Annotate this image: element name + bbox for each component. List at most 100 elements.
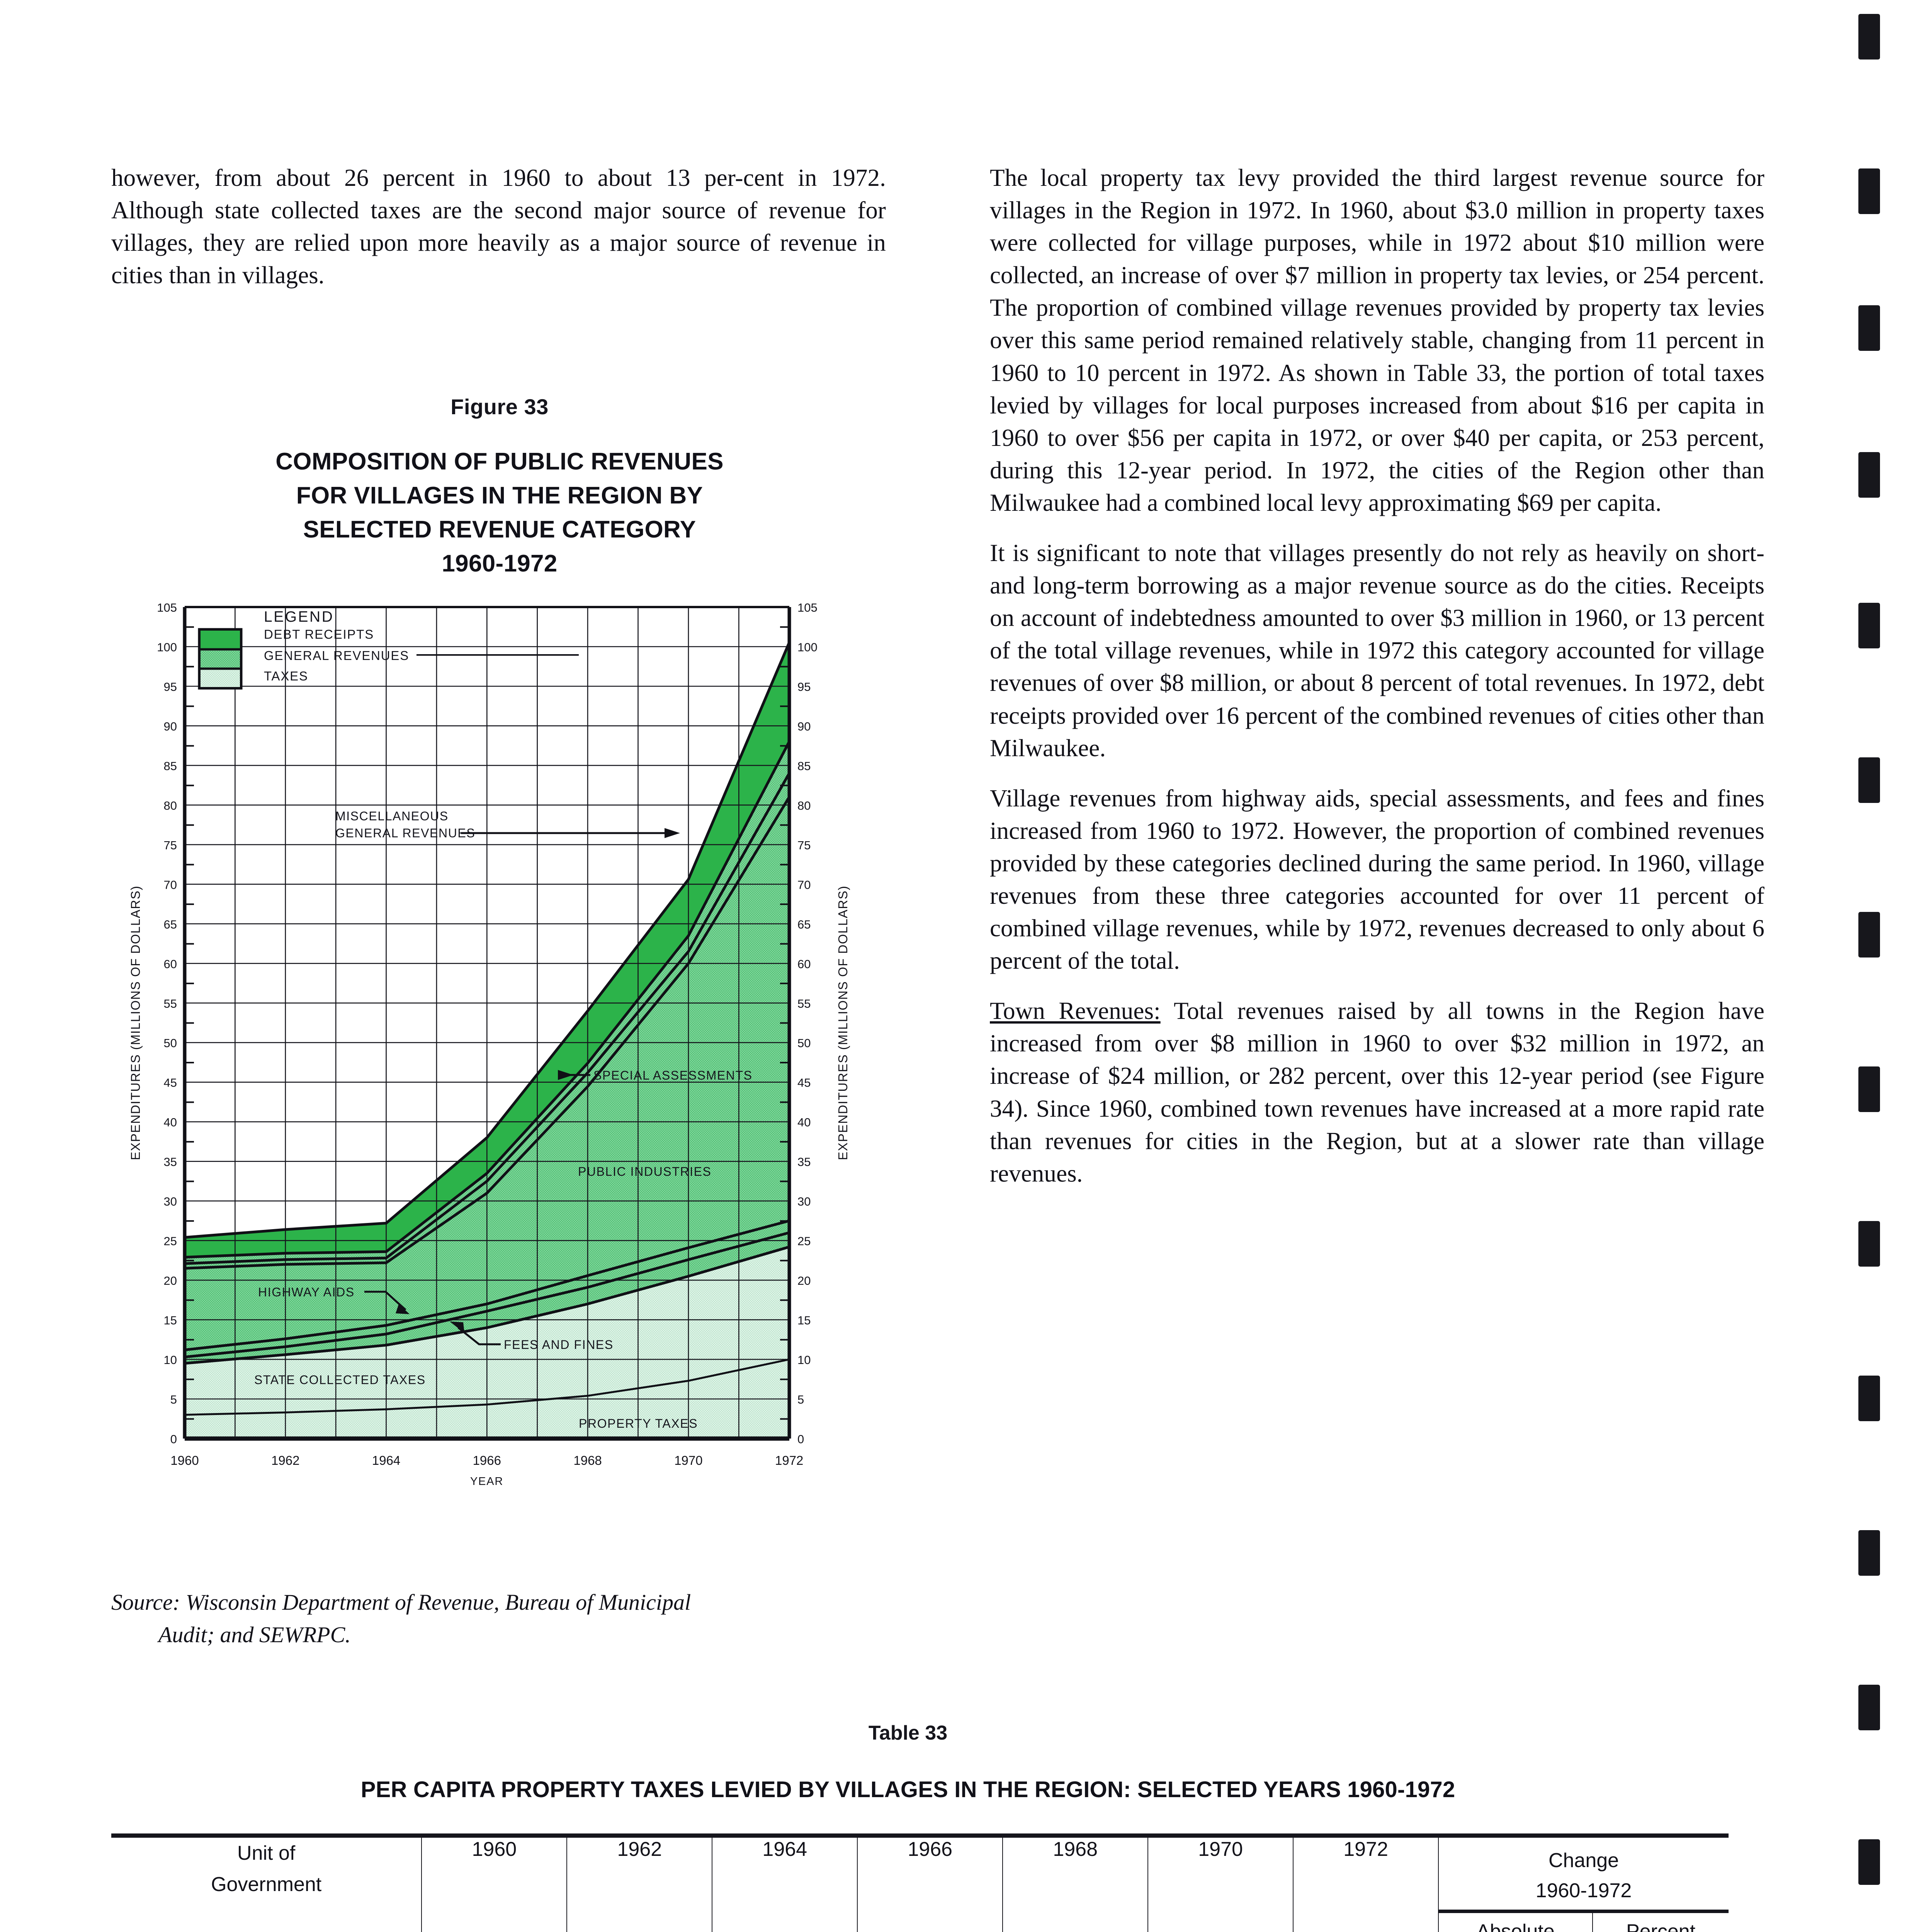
table-number: Table 33 [868,1722,948,1744]
svg-text:80: 80 [797,799,811,813]
svg-text:100: 100 [797,641,818,654]
binding-mark [1858,14,1880,60]
svg-text:75: 75 [797,838,811,852]
header-unit-of-government: Unit of Government [111,1833,422,1932]
line-fees-and-fines [185,1231,789,1359]
figure-source-note: Source: Wisconsin Department of Revenue,… [111,1586,907,1651]
annotation-public-industries: PUBLIC INDUSTRIES [578,1165,711,1179]
binding-mark [1858,912,1880,957]
binding-mark [1858,603,1880,648]
binding-mark [1858,1839,1880,1885]
section-runin-heading: Town Revenues: [990,997,1161,1025]
header-year-1972: 1972 [1293,1833,1439,1932]
binding-mark [1858,305,1880,351]
figure-title-line-2: FOR VILLAGES IN THE REGION BY [296,482,703,509]
line-total-revenues [185,642,789,1239]
svg-text:1970: 1970 [674,1453,702,1468]
svg-text:5: 5 [170,1393,177,1406]
x-axis-title: YEAR [470,1475,503,1488]
binding-mark [1858,1376,1880,1421]
annotation-fees-and-fines: FEES AND FINES [504,1338,614,1352]
svg-text:100: 100 [157,641,177,654]
figure-title-line-4: 1960-1972 [442,550,558,577]
legend-label-taxes: TAXES [264,669,308,683]
svg-text:1960: 1960 [170,1453,199,1468]
binding-mark [1858,1221,1880,1267]
legend-swatch-debt-receipts [201,631,240,650]
x-axis-labels: 1960 1962 1964 1966 1968 1970 1972 [170,1453,803,1468]
header-year-1968: 1968 [1002,1833,1149,1932]
annotation-leader-highway-aids [364,1291,406,1311]
svg-text:0: 0 [170,1432,177,1446]
series-boundary-lines [185,642,789,1416]
figure-title-line-1: COMPOSITION OF PUBLIC REVENUES [275,448,724,475]
svg-text:15: 15 [797,1314,811,1327]
svg-text:15: 15 [164,1314,177,1327]
svg-text:95: 95 [164,680,177,694]
svg-text:30: 30 [797,1195,811,1208]
line-special-assessments [185,796,789,1270]
section-runin-body: Total revenues raised by all towns in th… [990,997,1764,1187]
svg-text:1962: 1962 [271,1453,299,1468]
svg-text:35: 35 [164,1155,177,1169]
svg-text:1964: 1964 [372,1453,400,1468]
svg-text:20: 20 [797,1274,811,1287]
document-page: however, from about 26 percent in 1960 t… [111,162,1764,1932]
figure-number: Figure 33 [450,395,549,419]
svg-text:60: 60 [164,957,177,971]
header-unit-line-2: Government [211,1873,322,1896]
line-state-collected-taxes [185,1245,789,1365]
left-text-column: however, from about 26 percent in 1960 t… [111,162,886,309]
annotation-highway-aids: HIGHWAY AIDS [258,1285,355,1299]
header-year-1964: 1964 [712,1833,858,1932]
svg-text:20: 20 [164,1274,177,1287]
svg-text:105: 105 [797,601,818,614]
svg-text:5: 5 [797,1393,804,1406]
svg-text:40: 40 [164,1116,177,1129]
header-change-percent: Percent [1592,1910,1729,1932]
annotation-leader-fees-and-fines [457,1327,501,1345]
line-highway-aids [185,1219,789,1352]
svg-text:90: 90 [164,720,177,733]
svg-text:1972: 1972 [775,1453,803,1468]
annotation-arrow-right-misc-general-revenues [665,828,680,838]
paragraph: The local property tax levy provided the… [990,164,1764,516]
svg-text:80: 80 [164,799,177,813]
svg-text:70: 70 [164,878,177,891]
legend-title: LEGEND [264,609,334,625]
annotation-property-taxes: PROPERTY TAXES [579,1417,698,1430]
figure-title: COMPOSITION OF PUBLIC REVENUES FOR VILLA… [111,445,888,581]
header-year-1966: 1966 [857,1833,1003,1932]
line-miscellaneous-general-revenues [185,741,789,1259]
header-year-1970: 1970 [1147,1833,1294,1932]
binding-mark [1858,168,1880,214]
line-property-taxes [185,1358,789,1416]
y-axis-title-left: EXPENDITURES (MILLIONS OF DOLLARS) [128,886,143,1160]
y-axis-labels-right: 105 100 95 90 85 80 75 70 65 60 55 50 45… [797,601,818,1446]
figure-33-block: Figure 33 COMPOSITION OF PUBLIC REVENUES… [111,394,888,1547]
paragraph: It is significant to note that villages … [990,539,1764,762]
binding-mark [1858,452,1880,498]
header-change-group: Change 1960-1972 [1438,1833,1729,1912]
chart-svg: 105 100 95 90 85 80 75 70 65 60 55 50 45… [128,601,850,1488]
annotation-arrow-highway-aids [396,1304,410,1315]
svg-text:85: 85 [164,759,177,773]
svg-text:90: 90 [797,720,811,733]
line-public-industries [185,772,789,1265]
header-year-1960: 1960 [421,1833,568,1932]
svg-text:75: 75 [164,838,177,852]
header-change-line-2: 1960-1972 [1535,1879,1632,1902]
svg-text:85: 85 [797,759,811,773]
svg-text:1966: 1966 [473,1453,501,1468]
binding-mark [1858,1066,1880,1112]
svg-text:0: 0 [797,1432,804,1446]
binding-mark [1858,757,1880,803]
legend-swatch-general-revenues [201,650,240,669]
paragraph: however, from about 26 percent in 1960 t… [111,164,886,289]
legend-swatch-taxes [201,669,240,687]
y-tick-marks [185,626,789,1420]
svg-text:25: 25 [164,1235,177,1248]
chart-annotations: MISCELLANEOUS GENERAL REVENUES SPECIAL A… [254,809,753,1430]
svg-text:65: 65 [797,918,811,931]
annotation-special-assessments: SPECIAL ASSESSMENTS [593,1068,753,1082]
